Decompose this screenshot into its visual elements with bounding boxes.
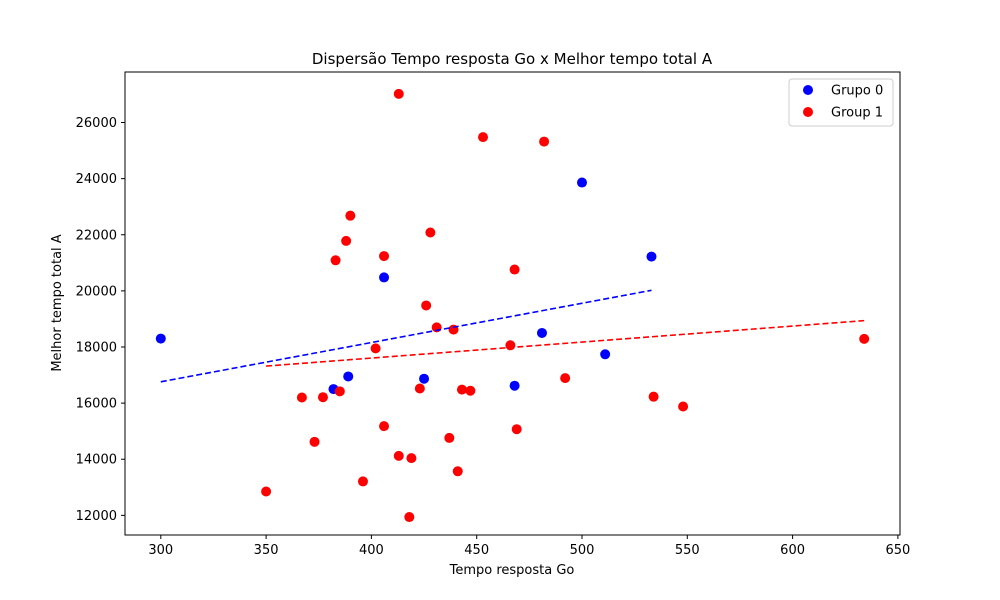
- legend-label-grupo-0: Grupo 0: [831, 84, 883, 99]
- data-point-group-1: [678, 401, 689, 412]
- legend-box: [788, 78, 894, 127]
- legend-marker-grupo-0: [803, 85, 813, 95]
- y-tick-label: 24000: [76, 172, 117, 187]
- x-axis-label: Tempo resposta Go: [449, 563, 575, 578]
- data-point-group-1: [456, 384, 467, 395]
- data-point-grupo-0: [576, 177, 587, 188]
- data-point-group-1: [539, 136, 550, 147]
- data-point-group-1: [465, 385, 476, 396]
- data-point-group-1: [330, 255, 341, 266]
- x-tick-label: 300: [148, 543, 173, 558]
- data-point-grupo-0: [509, 380, 520, 391]
- x-tick-label: 650: [885, 543, 910, 558]
- y-axis: 12000 14000 16000 18000 20000 22000 24000 26000: [76, 116, 125, 524]
- x-axis: 300 350 400 450 500 550 600 650: [148, 535, 910, 558]
- data-point-grupo-0: [155, 333, 166, 344]
- data-point-group-1: [505, 340, 516, 351]
- trend-line-grupo-0: [160, 289, 652, 383]
- data-point-group-1: [414, 383, 425, 394]
- x-tick-label: 550: [675, 543, 700, 558]
- data-point-group-1: [393, 88, 404, 99]
- y-tick-label: 26000: [76, 116, 117, 131]
- data-point-group-1: [404, 512, 415, 523]
- data-point-group-1: [511, 424, 522, 435]
- data-point-group-1: [370, 343, 381, 354]
- data-point-group-1: [509, 264, 520, 275]
- data-point-grupo-0: [419, 373, 430, 384]
- data-point-group-1: [452, 466, 463, 477]
- data-point-group-1: [859, 333, 870, 344]
- legend-marker-group-1: [803, 107, 813, 117]
- x-tick-label: 350: [254, 543, 279, 558]
- data-point-group-1: [425, 227, 436, 238]
- y-tick-label: 16000: [76, 397, 117, 412]
- data-point-group-1: [261, 486, 272, 497]
- data-point-group-1: [560, 373, 571, 384]
- data-point-group-1: [478, 132, 489, 143]
- x-tick-label: 400: [359, 543, 384, 558]
- y-tick-label: 14000: [76, 453, 117, 468]
- data-point-group-1: [309, 436, 320, 447]
- data-point-group-1: [379, 251, 390, 262]
- data-point-grupo-0: [646, 251, 657, 262]
- data-point-group-1: [406, 453, 417, 464]
- plot-area: [155, 88, 870, 523]
- data-point-group-1: [341, 235, 352, 246]
- data-point-group-1: [345, 210, 356, 221]
- x-tick-label: 500: [570, 543, 595, 558]
- plot-frame: [124, 71, 901, 536]
- legend-label-group-1: Group 1: [831, 106, 883, 121]
- y-tick-label: 20000: [76, 284, 117, 299]
- data-point-grupo-0: [379, 272, 390, 283]
- data-point-group-1: [421, 300, 432, 311]
- data-point-group-1: [357, 476, 368, 487]
- data-point-grupo-0: [600, 349, 611, 360]
- data-point-group-1: [317, 392, 328, 403]
- chart-title: Dispersão Tempo resposta Go x Melhor tem…: [312, 50, 713, 68]
- y-axis-label: Melhor tempo total A: [50, 234, 65, 371]
- data-point-group-1: [296, 392, 307, 403]
- legend: Grupo 0 Group 1: [788, 78, 894, 127]
- data-point-grupo-0: [536, 327, 547, 338]
- data-point-group-1: [444, 432, 455, 443]
- trend-line-group-1: [266, 319, 865, 367]
- x-tick-label: 450: [464, 543, 489, 558]
- data-point-group-1: [334, 386, 345, 397]
- y-tick-label: 12000: [76, 509, 117, 524]
- data-point-grupo-0: [343, 371, 354, 382]
- y-tick-label: 22000: [76, 228, 117, 243]
- y-tick-label: 18000: [76, 340, 117, 355]
- data-point-group-1: [379, 421, 390, 432]
- data-point-group-1: [393, 450, 404, 461]
- x-tick-label: 600: [780, 543, 805, 558]
- data-point-group-1: [648, 391, 659, 402]
